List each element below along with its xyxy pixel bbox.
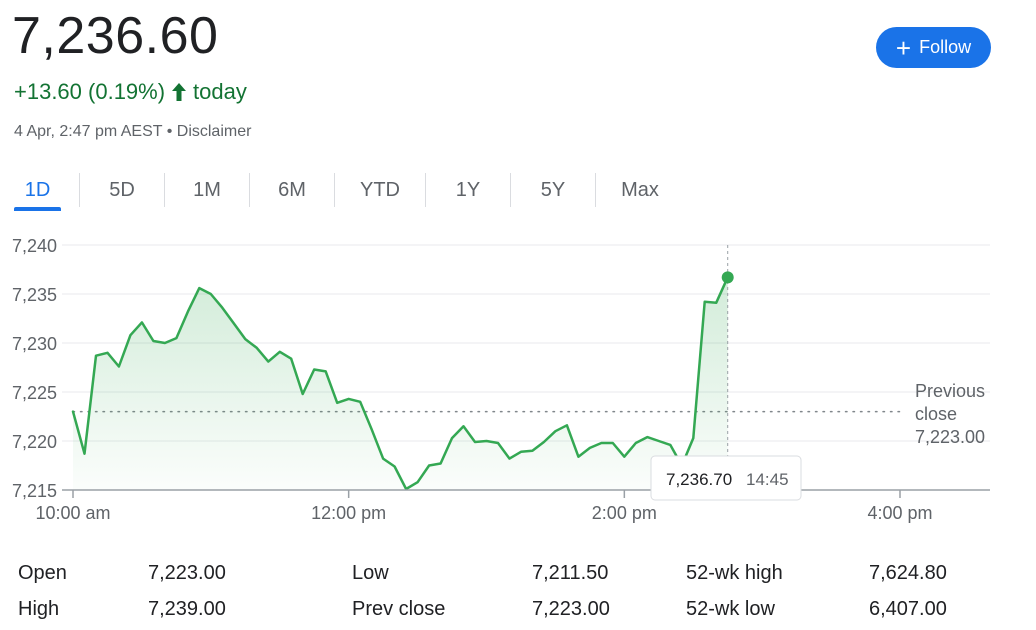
y-tick-label: 7,235 bbox=[12, 285, 57, 305]
meta-separator: • bbox=[166, 123, 173, 140]
y-tick-label: 7,220 bbox=[12, 432, 57, 452]
y-tick-label: 7,215 bbox=[12, 481, 57, 501]
follow-label: Follow bbox=[919, 37, 972, 57]
tab-max[interactable]: Max bbox=[621, 179, 659, 201]
stat-value-prev-close: 7,223.00 bbox=[532, 598, 610, 620]
tab-1y[interactable]: 1Y bbox=[455, 179, 481, 201]
active-tab-indicator bbox=[14, 207, 61, 211]
previous-close-value: 7,223.00 bbox=[915, 427, 985, 447]
stat-value-low: 7,211.50 bbox=[532, 562, 609, 584]
tab-5d[interactable]: 5D bbox=[109, 179, 135, 201]
tab-1d[interactable]: 1D bbox=[24, 179, 51, 201]
stat-label-52wk-high: 52-wk high bbox=[686, 562, 783, 584]
price-chart[interactable]: Previous close 7,223.00 7,240 7,235 7,230 7,2… bbox=[0, 228, 1036, 528]
timestamp: 4 Apr, 2:47 pm AEST bbox=[14, 123, 163, 140]
x-tick-label: 2:00 pm bbox=[592, 503, 657, 523]
previous-close-label: close bbox=[915, 404, 957, 424]
stat-value-52wk-high: 7,624.80 bbox=[869, 562, 947, 584]
x-tick-label: 4:00 pm bbox=[867, 503, 932, 523]
disclaimer-link[interactable]: Disclaimer bbox=[176, 123, 252, 140]
follow-button[interactable]: + Follow bbox=[876, 27, 991, 68]
tab-1m[interactable]: 1M bbox=[193, 179, 221, 201]
change-period: today bbox=[193, 79, 247, 104]
y-tick-label: 7,230 bbox=[12, 334, 57, 354]
y-tick-label: 7,225 bbox=[12, 383, 57, 403]
tab-divider bbox=[595, 173, 596, 207]
stat-value-52wk-low: 6,407.00 bbox=[869, 598, 947, 620]
stat-label-low: Low bbox=[352, 562, 389, 584]
x-tick-label: 12:00 pm bbox=[311, 503, 386, 523]
stat-value-high: 7,239.00 bbox=[148, 598, 226, 620]
tooltip-time: 14:45 bbox=[746, 470, 789, 489]
current-point bbox=[721, 271, 734, 284]
tab-ytd[interactable]: YTD bbox=[360, 179, 400, 201]
quote-meta: 4 Apr, 2:47 pm AEST • Disclaimer bbox=[14, 123, 251, 141]
tab-divider bbox=[79, 173, 80, 207]
tab-divider bbox=[334, 173, 335, 207]
tab-divider bbox=[510, 173, 511, 207]
current-price: 7,236.60 bbox=[12, 7, 219, 65]
x-tick-label: 10:00 am bbox=[35, 503, 110, 523]
range-tabs: 1D 5D 1M 6M YTD 1Y 5Y Max bbox=[0, 170, 700, 214]
tab-divider bbox=[425, 173, 426, 207]
stat-label-open: Open bbox=[18, 562, 67, 584]
price-change: +13.60 (0.19%) today bbox=[14, 79, 247, 105]
price-line bbox=[71, 276, 729, 491]
tab-divider bbox=[164, 173, 165, 207]
plus-icon: + bbox=[895, 32, 912, 63]
tooltip-box bbox=[650, 455, 802, 501]
tab-6m[interactable]: 6M bbox=[278, 179, 306, 201]
stat-label-high: High bbox=[18, 598, 60, 620]
stat-label-prev-close: Prev close bbox=[352, 598, 446, 620]
tooltip-value: 7,236.70 bbox=[666, 470, 732, 489]
stat-label-52wk-low: 52-wk low bbox=[686, 598, 775, 620]
change-value: +13.60 (0.19%) bbox=[14, 79, 166, 104]
stat-value-open: 7,223.00 bbox=[148, 562, 226, 584]
tab-divider bbox=[249, 173, 250, 207]
area-fill bbox=[73, 277, 728, 490]
arrow-up-icon bbox=[172, 83, 187, 101]
previous-close-label: Previous bbox=[915, 381, 985, 401]
tab-5y[interactable]: 5Y bbox=[540, 179, 566, 201]
y-tick-label: 7,240 bbox=[12, 236, 57, 256]
